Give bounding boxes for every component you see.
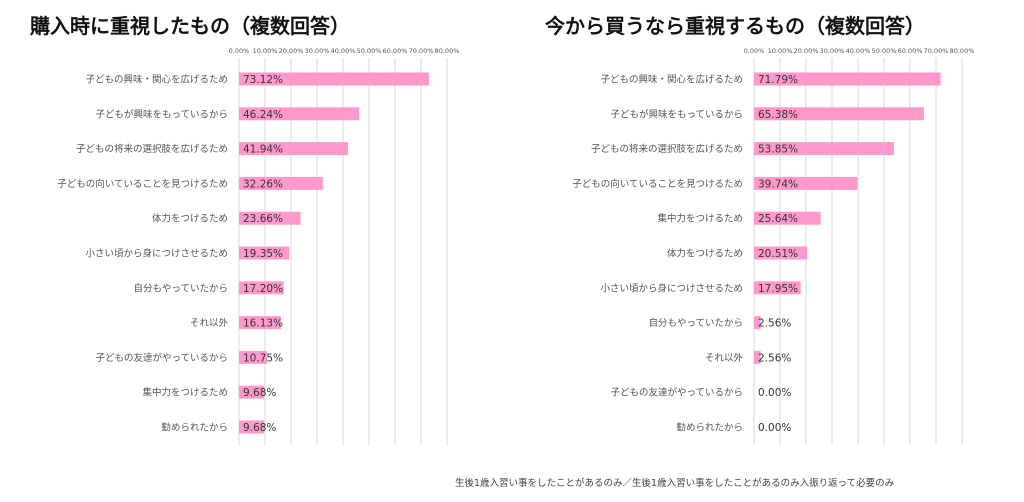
bar [754, 350, 761, 364]
bar [754, 246, 808, 260]
category-label: 子どもの将来の選択肢を広げるため [76, 143, 228, 155]
x-tick-label: 30.00% [305, 47, 330, 55]
category-label: それ以外 [705, 352, 744, 364]
category-label: 小さい頃から身につけさせるため [600, 282, 743, 294]
x-tick-label: 70.00% [924, 47, 949, 55]
data-label: 41.94% [243, 144, 283, 156]
category-label: 集中力をつけるため [142, 387, 228, 399]
category-label: 勧められたから [676, 422, 743, 434]
data-label: 0.00% [758, 387, 791, 399]
bar [754, 107, 924, 121]
bar [754, 211, 821, 225]
x-tick-label: 50.00% [357, 47, 382, 55]
category-label: 小さい頃から身につけさせるため [85, 248, 228, 260]
category-label: 子どもの興味・関心を広げるため [85, 74, 228, 86]
data-label: 2.56% [758, 352, 791, 364]
x-tick-label: 20.00% [794, 47, 819, 55]
category-label: 集中力をつけるため [657, 213, 743, 225]
x-tick-label: 40.00% [846, 47, 871, 55]
purchase-bar-chart: 0.00% 10.00% 20.00% 30.00% 40.00% 50.00% 60.00… [57, 47, 460, 445]
category-label: 子どもの向いていることを見つけるため [572, 178, 743, 190]
x-tick-label: 80.00% [435, 47, 460, 55]
category-label: 体力をつけるため [667, 248, 743, 260]
bar [239, 211, 301, 225]
footnote: 生後1歳入習い事をしたことがあるのみ／生後1歳入習い事をしたことがあるのみ入振り… [455, 478, 895, 489]
category-label: 子どもが興味をもっているから [610, 108, 743, 120]
data-label: 46.24% [243, 109, 283, 121]
data-label: 9.68% [243, 387, 276, 399]
chart-title-purchase: 購入時に重視したもの（複数回答） [30, 14, 350, 38]
data-label: 23.66% [243, 213, 283, 225]
category-label: 勧められたから [161, 422, 228, 434]
bar [754, 142, 895, 156]
bar [239, 420, 265, 434]
data-label: 17.20% [243, 283, 283, 295]
category-label: 子どもの友達がやっているから [95, 352, 228, 364]
bar [239, 246, 290, 260]
data-label: 71.79% [758, 74, 798, 86]
category-label: 子どもの友達がやっているから [610, 387, 743, 399]
x-tick-label: 60.00% [898, 47, 923, 55]
data-label: 16.13% [243, 318, 283, 330]
data-label: 73.12% [243, 74, 283, 86]
data-label: 20.51% [758, 248, 798, 260]
data-label: 0.00% [758, 422, 791, 434]
data-label: 17.95% [758, 283, 798, 295]
category-label: 子どもの向いていることを見つけるため [57, 178, 228, 190]
data-label: 10.75% [243, 352, 283, 364]
x-tick-label: 30.00% [820, 47, 845, 55]
category-label: 子どもの将来の選択肢を広げるため [591, 143, 743, 155]
category-label: 子どもが興味をもっているから [95, 108, 228, 120]
bar [239, 385, 265, 399]
bar [239, 316, 281, 330]
data-label: 19.35% [243, 248, 283, 260]
x-tick-label: 10.00% [768, 47, 793, 55]
data-label: 65.38% [758, 109, 798, 121]
category-label: 自分もやっていたから [648, 317, 743, 329]
category-label: 自分もやっていたから [133, 282, 228, 294]
data-label: 9.68% [243, 422, 276, 434]
bar [754, 176, 858, 190]
bar [239, 350, 267, 364]
x-tick-label: 10.00% [253, 47, 278, 55]
x-tick-label: 0.00% [229, 47, 250, 55]
x-tick-label: 50.00% [872, 47, 897, 55]
category-label: それ以外 [190, 317, 229, 329]
bar [754, 72, 941, 86]
x-tick-label: 40.00% [331, 47, 356, 55]
category-label: 子どもの興味・関心を広げるため [600, 74, 743, 86]
bar [239, 72, 430, 86]
x-tick-label: 0.00% [744, 47, 765, 55]
future-bar-chart: 0.00% 10.00% 20.00% 30.00% 40.00% 50.00% 60.00… [572, 47, 975, 445]
data-label: 39.74% [758, 178, 798, 190]
bar [239, 142, 349, 156]
bar [754, 316, 761, 330]
data-label: 25.64% [758, 213, 798, 225]
x-tick-label: 20.00% [279, 47, 304, 55]
x-tick-label: 60.00% [383, 47, 408, 55]
x-tick-label: 80.00% [950, 47, 975, 55]
bar [239, 107, 360, 121]
bar [239, 281, 284, 295]
chart-title-future: 今から買うなら重視するもの（複数回答） [545, 14, 925, 38]
bar [754, 281, 801, 295]
data-label: 32.26% [243, 178, 283, 190]
data-label: 2.56% [758, 318, 791, 330]
x-tick-label: 70.00% [409, 47, 434, 55]
category-label: 体力をつけるため [152, 213, 228, 225]
data-label: 53.85% [758, 144, 798, 156]
bar [239, 176, 323, 190]
